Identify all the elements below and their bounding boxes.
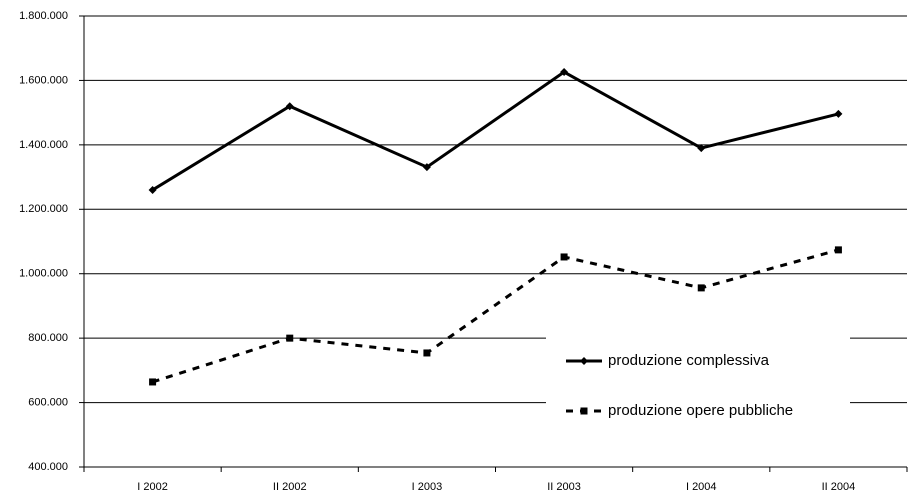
series-line <box>151 70 839 192</box>
point <box>834 109 843 118</box>
x-tick-label: I 2004 <box>686 481 717 493</box>
y-tick-label: 1.600.000 <box>19 74 68 86</box>
legend-marker <box>580 357 588 365</box>
y-tick-label: 1.000.000 <box>19 268 68 280</box>
point <box>285 102 294 111</box>
x-tick-label: II 2003 <box>547 481 581 493</box>
point <box>834 246 842 254</box>
point <box>697 284 705 292</box>
y-tick-label: 400.000 <box>28 461 68 473</box>
legend-marker <box>580 407 588 415</box>
x-tick-label: I 2003 <box>412 481 443 493</box>
x-tick-label: I 2002 <box>137 481 168 493</box>
point <box>286 334 294 342</box>
point <box>423 349 431 357</box>
y-tick-label: 1.800.000 <box>19 10 68 22</box>
x-tick-label: II 2002 <box>273 481 307 493</box>
series-line <box>152 248 839 384</box>
point <box>560 253 568 261</box>
y-tick-label: 1.400.000 <box>19 139 68 151</box>
y-tick-label: 800.000 <box>28 332 68 344</box>
point <box>149 378 157 386</box>
x-tick-label: II 2004 <box>822 481 856 493</box>
y-tick-label: 600.000 <box>28 396 68 408</box>
y-tick-label: 1.200.000 <box>19 203 68 215</box>
legend-label: produzione opere pubbliche <box>608 402 793 419</box>
legend-label: produzione complessiva <box>608 352 770 369</box>
legend-box <box>546 336 850 440</box>
point <box>148 185 157 194</box>
point <box>560 68 569 77</box>
point <box>422 163 431 172</box>
point <box>697 144 706 153</box>
